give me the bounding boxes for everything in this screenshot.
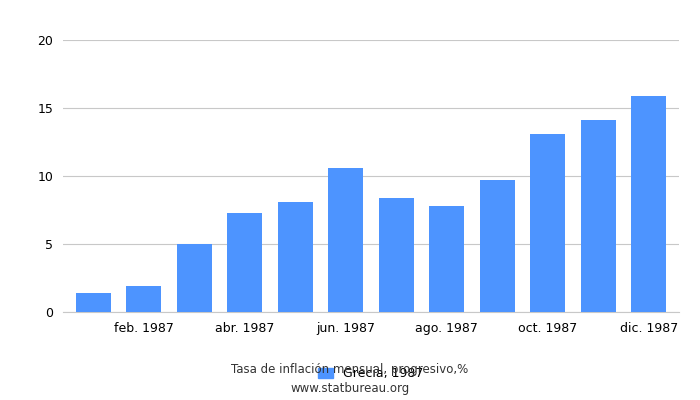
- Bar: [76, 293, 111, 312]
- Bar: [328, 168, 363, 312]
- Bar: [126, 286, 162, 312]
- Legend: Grecia, 1987: Grecia, 1987: [318, 367, 424, 380]
- Bar: [278, 202, 313, 312]
- Text: Tasa de inflación mensual, progresivo,%: Tasa de inflación mensual, progresivo,%: [232, 364, 468, 376]
- Text: www.statbureau.org: www.statbureau.org: [290, 382, 410, 395]
- Bar: [580, 120, 616, 312]
- Bar: [429, 206, 464, 312]
- Bar: [379, 198, 414, 312]
- Bar: [530, 134, 566, 312]
- Bar: [176, 244, 212, 312]
- Bar: [480, 180, 515, 312]
- Bar: [227, 213, 262, 312]
- Bar: [631, 96, 666, 312]
